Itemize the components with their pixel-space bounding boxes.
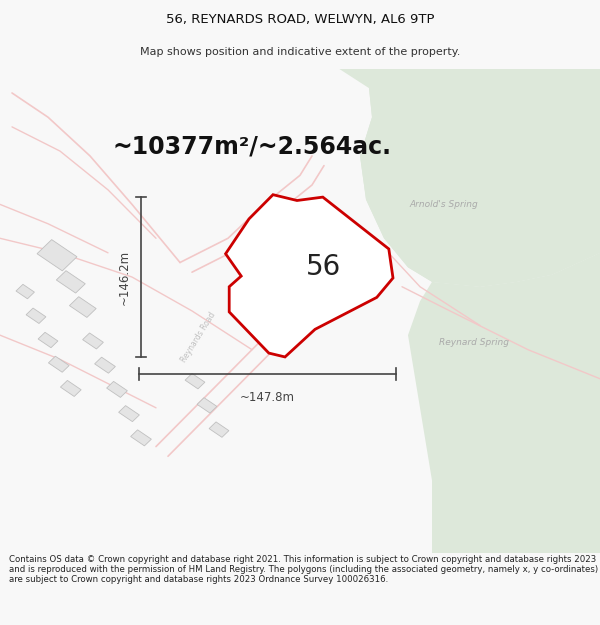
Polygon shape [26,308,46,324]
Polygon shape [16,284,34,299]
Text: Reynards Road: Reynards Road [179,311,217,364]
Text: 56: 56 [307,253,341,281]
Polygon shape [49,356,69,372]
Polygon shape [38,332,58,348]
Polygon shape [56,271,85,293]
Text: ~146.2m: ~146.2m [118,249,131,304]
Text: ~10377m²/~2.564ac.: ~10377m²/~2.564ac. [113,134,392,158]
Text: Map shows position and indicative extent of the property.: Map shows position and indicative extent… [140,47,460,56]
Polygon shape [185,374,205,389]
Polygon shape [339,69,600,287]
Text: ~147.8m: ~147.8m [240,391,295,404]
Polygon shape [107,381,127,398]
Polygon shape [226,195,393,357]
Polygon shape [37,239,77,271]
Polygon shape [83,333,103,349]
Polygon shape [70,297,96,318]
Polygon shape [119,406,139,422]
Polygon shape [197,398,217,413]
Text: Contains OS data © Crown copyright and database right 2021. This information is : Contains OS data © Crown copyright and d… [9,554,598,584]
Polygon shape [408,253,600,553]
Polygon shape [95,357,115,373]
Polygon shape [209,422,229,437]
Polygon shape [61,381,81,396]
Polygon shape [360,88,600,287]
Polygon shape [131,430,151,446]
Text: 56, REYNARDS ROAD, WELWYN, AL6 9TP: 56, REYNARDS ROAD, WELWYN, AL6 9TP [166,12,434,26]
Text: Reynard Spring: Reynard Spring [439,338,509,347]
Text: Arnold's Spring: Arnold's Spring [410,200,478,209]
